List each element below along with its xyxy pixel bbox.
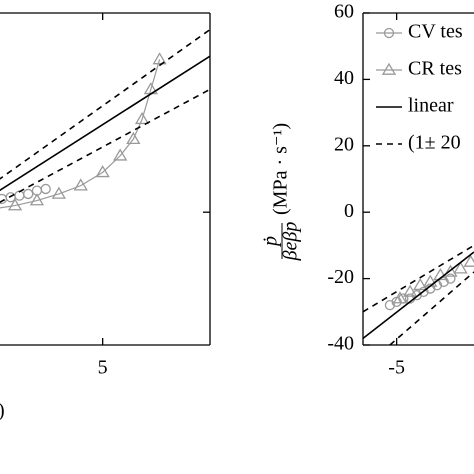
series-line bbox=[0, 28, 210, 180]
marker bbox=[40, 183, 51, 195]
legend-label: CR tes bbox=[408, 58, 462, 80]
y-label-units: (MPa · s⁻¹) bbox=[270, 123, 292, 215]
series-line bbox=[0, 88, 210, 204]
y-tick-label: 60 bbox=[334, 1, 354, 23]
y-tick-label: 0 bbox=[344, 200, 354, 222]
x-axis-label: ) bbox=[0, 400, 5, 422]
series-line bbox=[363, 244, 474, 313]
marker bbox=[443, 264, 458, 277]
marker bbox=[402, 284, 418, 297]
marker bbox=[134, 111, 150, 125]
series-line bbox=[389, 271, 474, 345]
marker bbox=[51, 186, 66, 199]
marker bbox=[392, 291, 408, 304]
x-tick-label: 5 bbox=[98, 357, 108, 379]
legend-label: CV tes bbox=[408, 21, 463, 43]
marker bbox=[7, 198, 23, 211]
y-tick-label: 20 bbox=[334, 133, 354, 155]
marker bbox=[29, 193, 45, 206]
marker bbox=[95, 165, 110, 178]
plot-area bbox=[0, 28, 210, 214]
series-line bbox=[363, 251, 474, 339]
marker bbox=[23, 188, 34, 200]
series-line bbox=[0, 59, 161, 209]
plot-area bbox=[363, 244, 474, 345]
marker bbox=[453, 261, 468, 274]
marker bbox=[438, 276, 449, 288]
y-tick-label: -20 bbox=[327, 266, 354, 288]
y-label-numerator: ṗ bbox=[260, 236, 282, 248]
y-label-denominator: βeβp bbox=[280, 222, 302, 262]
marker bbox=[413, 277, 428, 291]
marker bbox=[411, 290, 422, 301]
legend-label: (1± 20 bbox=[408, 132, 461, 154]
series-line bbox=[0, 55, 210, 192]
y-tick-label: -40 bbox=[327, 333, 354, 355]
marker bbox=[383, 27, 395, 39]
marker bbox=[152, 52, 167, 65]
marker bbox=[73, 178, 88, 191]
marker bbox=[384, 300, 396, 311]
marker bbox=[113, 148, 128, 161]
marker bbox=[433, 267, 448, 281]
marker bbox=[381, 62, 397, 75]
y-tick-label: 40 bbox=[334, 67, 354, 89]
x-tick-label: -5 bbox=[388, 357, 405, 379]
legend-label: linear bbox=[408, 95, 454, 117]
marker bbox=[126, 131, 141, 145]
marker bbox=[418, 286, 429, 298]
